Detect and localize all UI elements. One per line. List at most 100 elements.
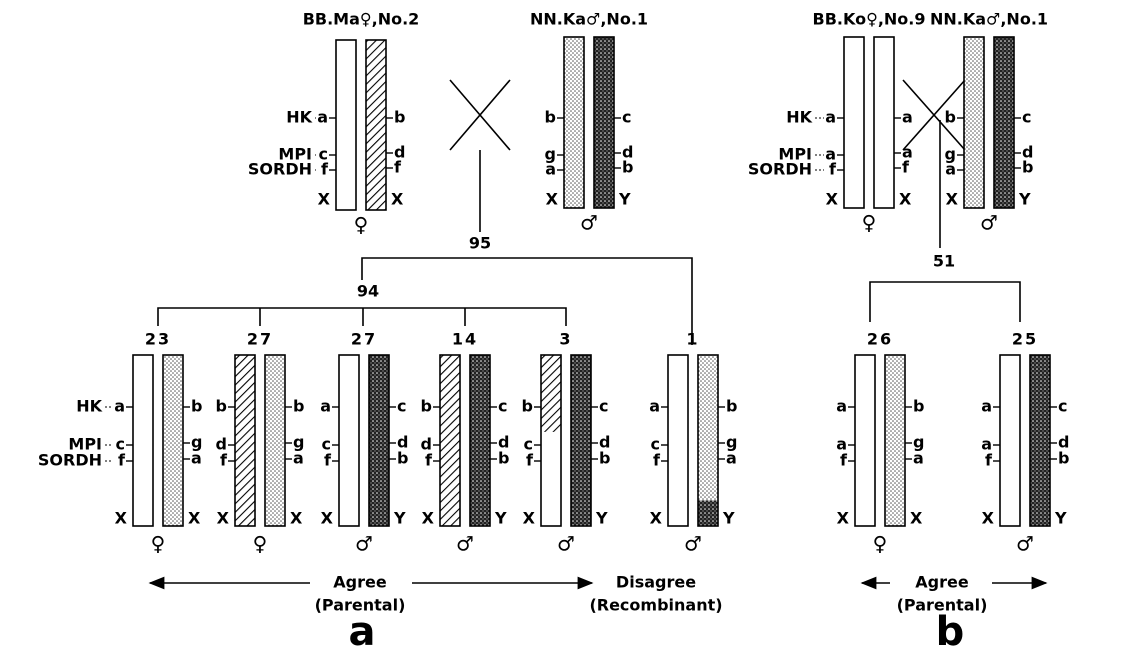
allele: c — [1022, 108, 1031, 127]
allele: a — [836, 397, 847, 416]
allele: b — [1022, 158, 1033, 177]
sex-symbol: ♂ — [355, 532, 373, 556]
allele: X — [115, 509, 128, 528]
sex-symbol: ♂ — [1016, 532, 1034, 556]
allele: b — [913, 397, 924, 416]
allele: a — [825, 108, 836, 127]
locus-label: SORDH — [38, 451, 102, 470]
locus-label: SORDH — [248, 160, 312, 179]
chromosome-segment — [366, 40, 386, 210]
parent-name: NN.Ka♂,No.1 — [930, 10, 1048, 29]
allele: a — [649, 397, 660, 416]
allele: c — [599, 397, 608, 416]
chromosome-segment — [235, 355, 255, 526]
chromosome-segment — [564, 37, 584, 208]
allele: a — [945, 160, 956, 179]
allele: c — [397, 397, 406, 416]
chromosome-segment — [541, 355, 561, 432]
allele: b — [216, 397, 227, 416]
chromosome-segment — [844, 37, 864, 208]
allele: b — [599, 449, 610, 468]
offspring-count: 27 — [351, 330, 377, 349]
allele: Y — [722, 509, 735, 528]
parent-name: BB.Ma♀,No.2 — [303, 10, 420, 29]
allele: X — [217, 509, 230, 528]
allele: f — [118, 451, 126, 470]
sex-symbol: ♂ — [684, 532, 702, 556]
allele: a — [320, 397, 331, 416]
offspring-count: 25 — [1012, 330, 1038, 349]
allele: X — [837, 509, 850, 528]
tree-line — [158, 308, 566, 326]
allele: a — [902, 108, 913, 127]
allele: Y — [1054, 509, 1067, 528]
sex-symbol: ♀ — [151, 532, 166, 556]
allele: b — [498, 449, 509, 468]
chromosome-segment — [470, 355, 490, 526]
allele: f — [829, 160, 837, 179]
offspring-count: 14 — [452, 330, 478, 349]
allele: f — [321, 160, 329, 179]
allele: X — [650, 509, 663, 528]
allele: c — [1058, 397, 1067, 416]
allele: X — [391, 190, 404, 209]
disagree-note: (Recombinant) — [589, 596, 722, 615]
allele: c — [622, 108, 631, 127]
allele: Y — [1018, 190, 1031, 209]
allele: b — [945, 108, 956, 127]
offspring-count: 23 — [145, 330, 171, 349]
allele: X — [523, 509, 536, 528]
allele: X — [982, 509, 995, 528]
allele: f — [526, 451, 534, 470]
allele: a — [114, 397, 125, 416]
allele: b — [545, 108, 556, 127]
locus-label: SORDH — [748, 160, 812, 179]
total: 95 — [469, 234, 491, 253]
allele: X — [290, 509, 303, 528]
sex-symbol: ♀ — [354, 213, 369, 237]
chromosome-segment — [440, 355, 460, 526]
allele: X — [321, 509, 334, 528]
chromosome-segment — [994, 37, 1014, 208]
locus-label: HK — [76, 397, 102, 416]
locus-label: HK — [786, 108, 812, 127]
tree-line — [362, 258, 692, 345]
allele: a — [913, 449, 924, 468]
allele: f — [425, 451, 433, 470]
allele: X — [188, 509, 201, 528]
allele: b — [394, 108, 405, 127]
allele: f — [902, 158, 910, 177]
chromosome-segment — [133, 355, 153, 526]
offspring-count: 27 — [247, 330, 273, 349]
chromosome-segment — [163, 355, 183, 526]
offspring-count: 3 — [559, 330, 572, 349]
chromosome-segment — [698, 500, 718, 526]
tree-line — [870, 282, 1020, 322]
allele: a — [545, 160, 556, 179]
allele: a — [317, 108, 328, 127]
chromosome-segment — [594, 37, 614, 208]
panel-label: b — [936, 609, 965, 652]
allele: X — [899, 190, 912, 209]
allele: b — [522, 397, 533, 416]
disagree-label: Disagree — [616, 573, 696, 592]
allele: c — [498, 397, 507, 416]
allele: f — [220, 451, 228, 470]
sex-symbol: ♀ — [873, 532, 888, 556]
sex-symbol: ♂ — [456, 532, 474, 556]
offspring-count: 26 — [867, 330, 893, 349]
allele: b — [622, 158, 633, 177]
locus-label: HK — [286, 108, 312, 127]
agree-label: Agree — [333, 573, 387, 592]
allele: X — [826, 190, 839, 209]
allele: f — [394, 158, 402, 177]
sex-symbol: ♂ — [580, 211, 598, 235]
agree-label: Agree — [915, 573, 969, 592]
chromosome-segment — [336, 40, 356, 210]
chromosome-segment — [1000, 355, 1020, 526]
chromosome-segment — [339, 355, 359, 526]
sex-symbol: ♀ — [862, 211, 877, 235]
allele: b — [191, 397, 202, 416]
allele: X — [946, 190, 959, 209]
allele: a — [981, 397, 992, 416]
